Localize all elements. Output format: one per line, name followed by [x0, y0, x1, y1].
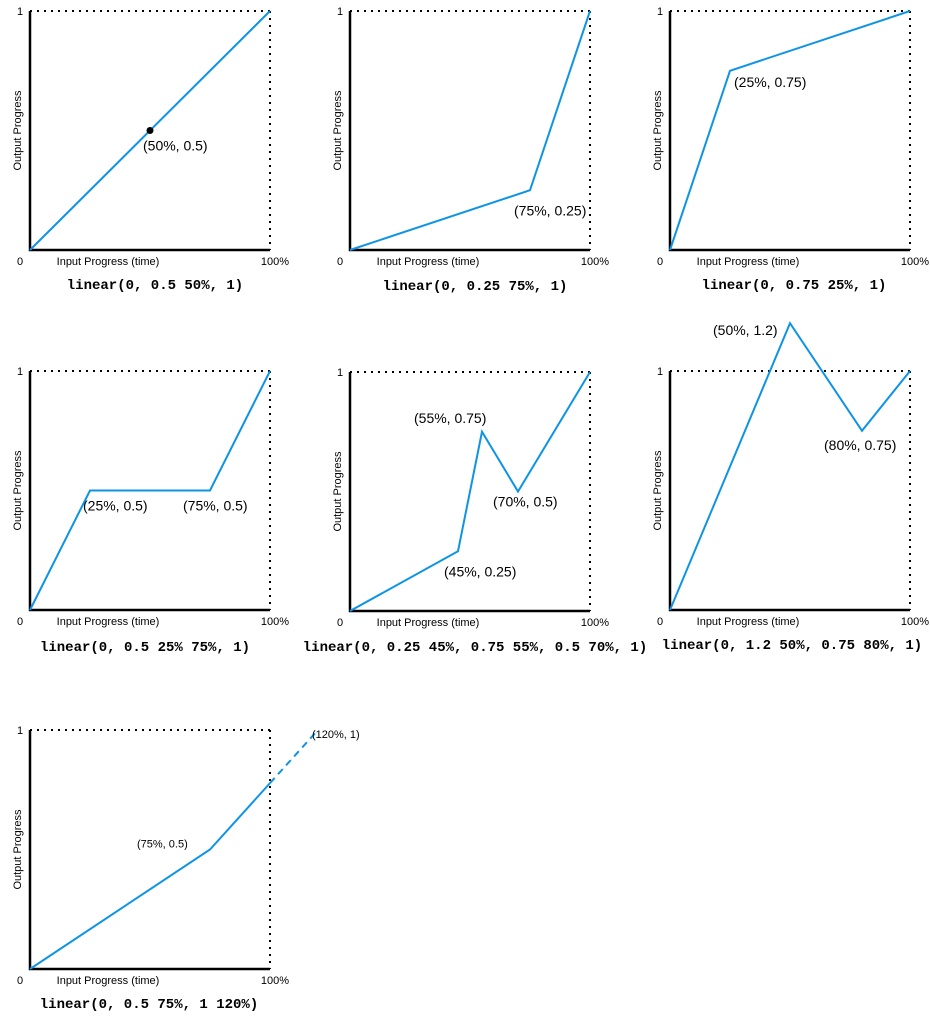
x-tick-label-origin: 0: [337, 617, 343, 629]
easing-curve: [349, 371, 591, 612]
x-axis-label: Input Progress (time): [697, 616, 800, 628]
point-annotation: (25%, 0.5): [83, 498, 148, 514]
data-point-marker: [146, 127, 154, 134]
easing-curve: [669, 10, 911, 251]
chart-caption: linear(0, 0.25 45%, 0.75 55%, 0.5 70%, 1…: [303, 640, 647, 656]
x-tick-label-origin: 0: [657, 616, 663, 628]
axes: [668, 11, 910, 252]
y-axis-label: Output Progress: [652, 90, 664, 171]
point-annotation: (50%, 1.2): [713, 322, 778, 338]
y-axis-label: Output Progress: [332, 90, 344, 171]
x-axis-label: Input Progress (time): [57, 975, 160, 987]
easing-curve: [349, 10, 591, 251]
x-axis-label: Input Progress (time): [377, 617, 480, 629]
axes: [668, 371, 910, 612]
x-axis-label: Input Progress (time): [697, 256, 800, 268]
x-tick-label-end: 100%: [901, 616, 929, 628]
point-annotation: (75%, 0.5): [137, 839, 188, 851]
y-axis-label: Output Progress: [12, 90, 24, 171]
x-axis-label: Input Progress (time): [57, 616, 160, 628]
x-tick-label-origin: 0: [17, 616, 23, 628]
x-tick-label-end: 100%: [581, 617, 609, 629]
point-annotation: (45%, 0.25): [444, 563, 516, 579]
chart-caption: linear(0, 1.2 50%, 0.75 80%, 1): [662, 638, 922, 654]
point-annotation: (120%, 1): [312, 729, 360, 741]
point-annotation: (25%, 0.75): [734, 74, 806, 90]
x-tick-label-origin: 0: [17, 256, 23, 268]
y-tick-label: 1: [17, 6, 23, 18]
point-annotation: (75%, 0.5): [183, 498, 248, 514]
x-tick-label-origin: 0: [337, 256, 343, 268]
chart-caption: linear(0, 0.25 75%, 1): [383, 279, 568, 295]
chart-caption: linear(0, 0.75 25%, 1): [702, 278, 887, 294]
easing-curve: [29, 370, 271, 611]
easing-curve: [669, 321, 911, 611]
point-annotation: (70%, 0.5): [493, 494, 558, 510]
x-tick-label-end: 100%: [261, 975, 289, 987]
point-annotation: (50%, 0.5): [143, 138, 208, 154]
easing-curve: [29, 782, 271, 970]
x-tick-label-end: 100%: [581, 256, 609, 268]
x-tick-label-end: 100%: [261, 256, 289, 268]
x-axis-label: Input Progress (time): [57, 256, 160, 268]
y-tick-label: 1: [657, 366, 663, 378]
y-tick-label: 1: [337, 6, 343, 18]
y-tick-label: 1: [17, 725, 23, 737]
y-axis-label: Output Progress: [12, 450, 24, 531]
point-annotation: (75%, 0.25): [514, 202, 586, 218]
y-axis-label: Output Progress: [12, 809, 24, 890]
x-axis-label: Input Progress (time): [377, 256, 480, 268]
y-tick-label: 1: [17, 366, 23, 378]
x-tick-label-end: 100%: [261, 616, 289, 628]
y-axis-label: Output Progress: [332, 451, 344, 532]
y-axis-label: Output Progress: [652, 450, 664, 531]
x-tick-label-origin: 0: [17, 975, 23, 987]
y-tick-label: 1: [657, 6, 663, 18]
chart-caption: linear(0, 0.5 75%, 1 120%): [40, 997, 258, 1013]
x-tick-label-origin: 0: [657, 256, 663, 268]
x-tick-label-end: 100%: [901, 256, 929, 268]
point-annotation: (55%, 0.75): [414, 410, 486, 426]
easing-curve-extrapolated: [269, 729, 319, 784]
y-tick-label: 1: [337, 367, 343, 379]
point-annotation: (80%, 0.75): [824, 437, 896, 453]
chart-caption: linear(0, 0.5 25% 75%, 1): [40, 640, 250, 656]
chart-caption: linear(0, 0.5 50%, 1): [67, 278, 243, 294]
